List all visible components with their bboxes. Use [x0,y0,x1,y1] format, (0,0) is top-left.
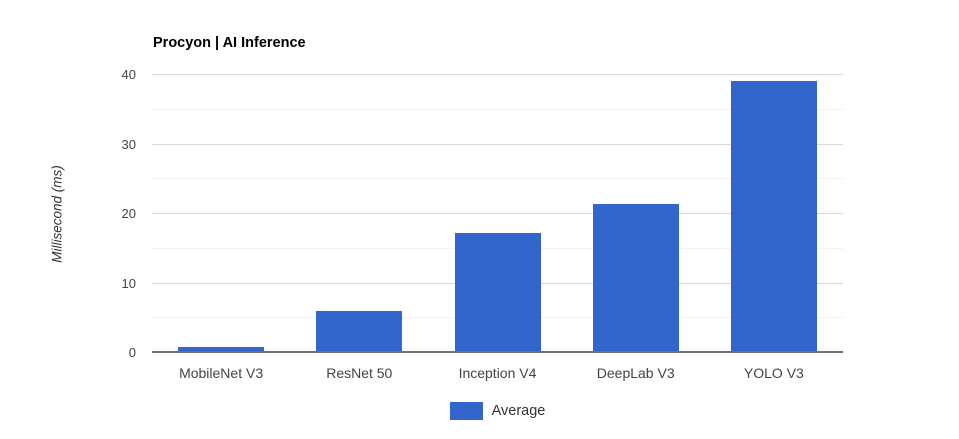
x-category-label: YOLO V3 [743,365,804,381]
y-tick-label: 10 [121,275,136,291]
bar[interactable] [454,233,541,353]
y-axis-title: Millisecond (ms) [49,165,65,263]
y-tick-label: 30 [121,136,136,152]
x-category-label: Inception V4 [458,365,537,381]
bar[interactable] [316,311,403,353]
x-category-label: DeepLab V3 [596,365,675,381]
bar[interactable] [730,80,817,353]
gridline-minor [152,178,843,180]
legend: Average [152,401,843,421]
gridline-major [152,74,843,75]
gridline-minor [152,108,843,110]
gridline-major [152,143,843,145]
x-axis-baseline [152,351,843,353]
legend-label: Average [491,403,546,419]
bar[interactable] [178,347,265,353]
chart-title: Procyon | AI Inference [153,35,306,51]
gridline-major [152,213,843,214]
bar[interactable] [592,203,679,353]
legend-swatch [449,402,483,420]
y-tick-label: 40 [121,67,136,82]
y-tick-label: 0 [128,345,136,360]
x-category-label: ResNet 50 [326,365,393,381]
x-category-label: MobileNet V3 [179,365,264,381]
y-tick-label: 20 [121,206,136,221]
plot-area [152,74,843,353]
